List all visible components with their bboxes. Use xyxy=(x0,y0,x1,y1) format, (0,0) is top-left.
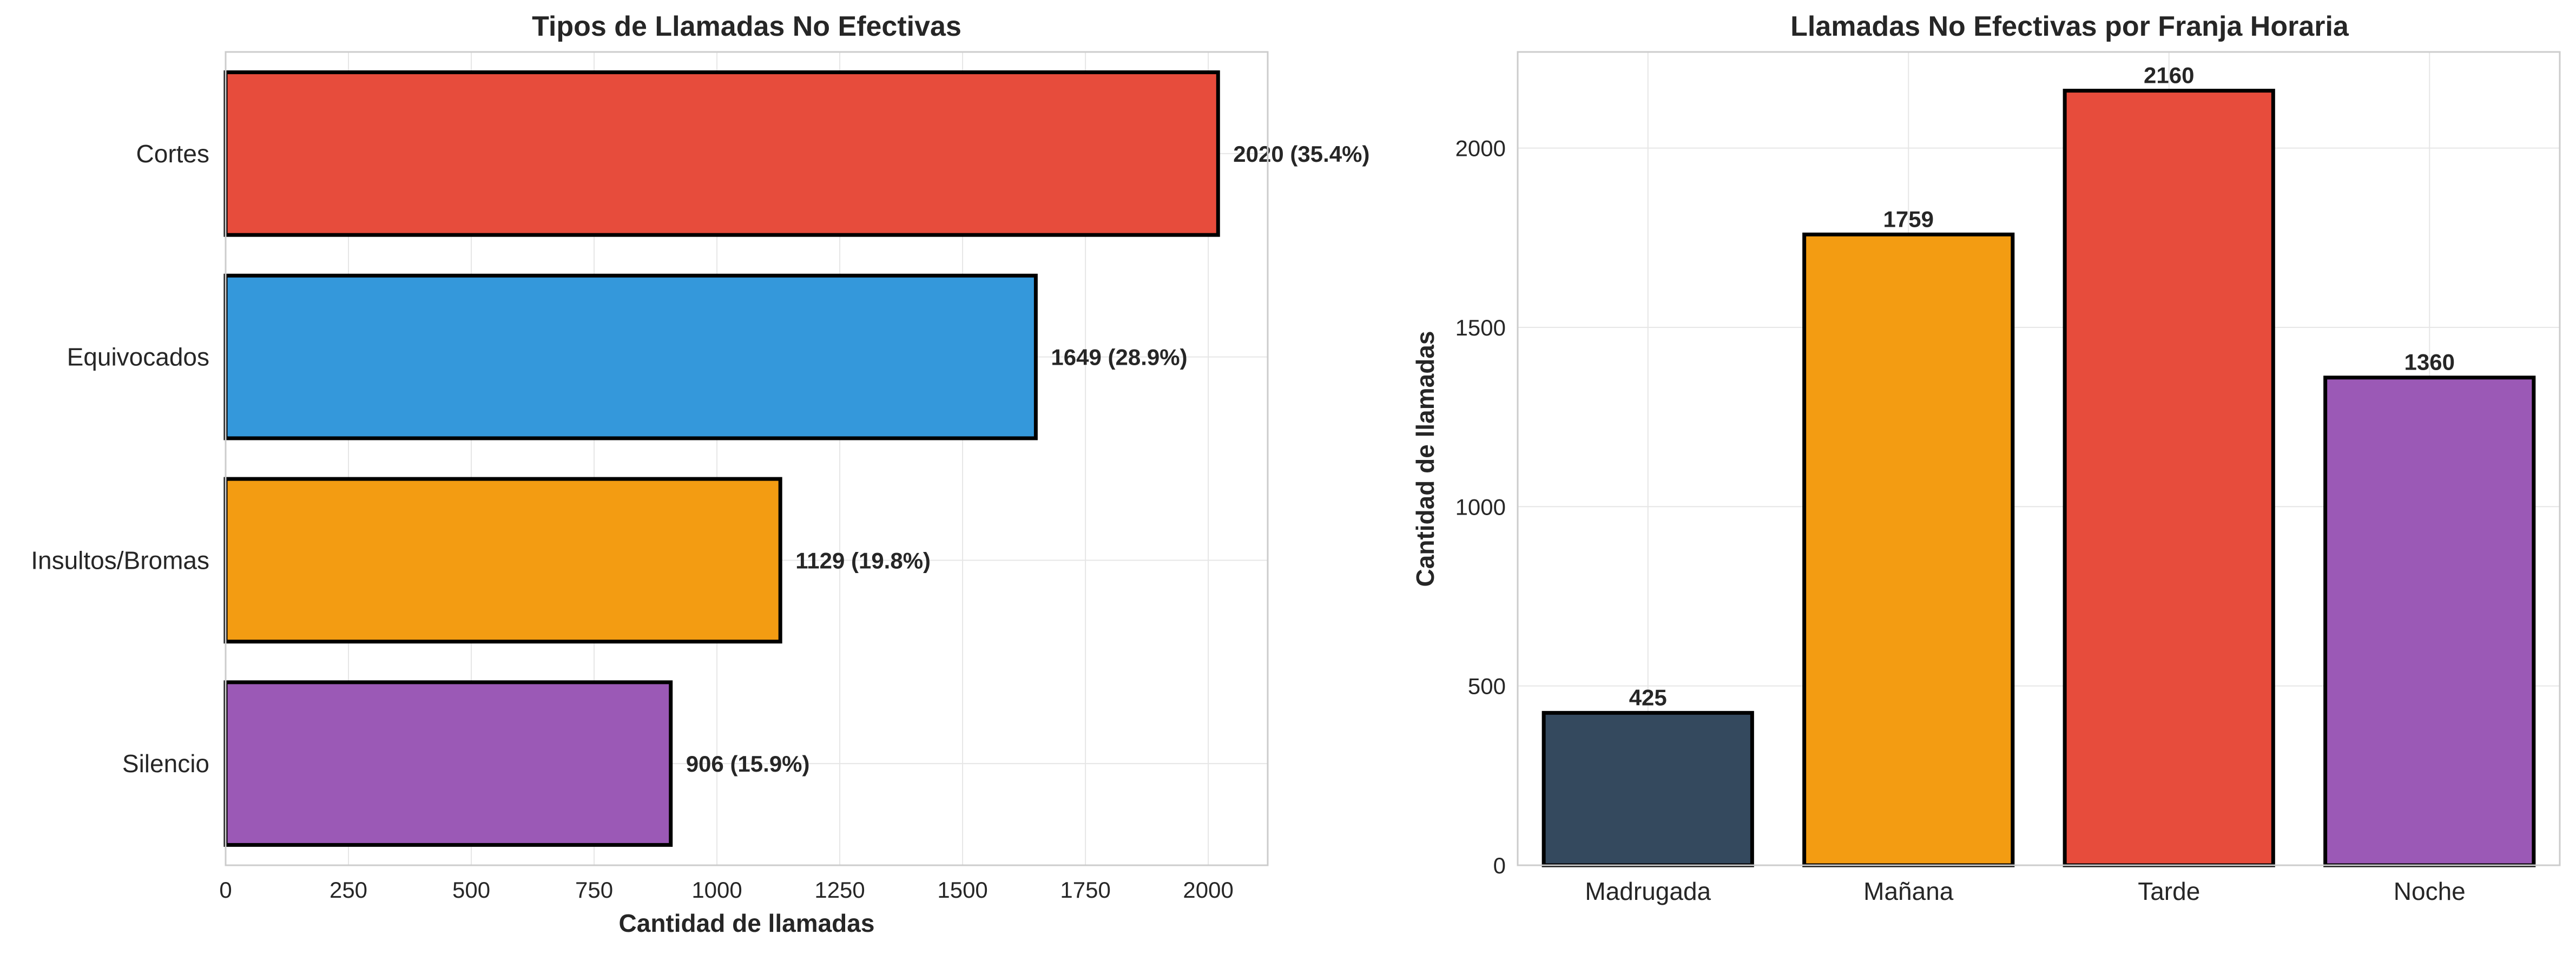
x-axis-label: Cantidad de llamadas xyxy=(619,909,875,937)
bar-cortes xyxy=(223,70,1220,237)
category-labels: Madrugada Mañana Tarde Noche xyxy=(1585,877,2465,905)
y-tick-label: 1000 xyxy=(1455,494,1506,519)
category-labels: Cortes Equivocados Insultos/Bromas Silencio xyxy=(31,140,209,778)
x-tick-label: 1250 xyxy=(814,877,865,903)
x-tick-label: 0 xyxy=(219,877,232,903)
y-axis-label: Cantidad de llamadas xyxy=(1411,331,1439,587)
y-tick-label: 1500 xyxy=(1455,315,1506,340)
category-label: Mañana xyxy=(1863,877,1954,905)
x-tick-labels: 0 250 500 750 1000 1250 1500 1750 2000 xyxy=(219,877,1234,903)
category-label: Madrugada xyxy=(1585,877,1711,905)
bar-equivocados xyxy=(223,273,1038,440)
category-label: Tarde xyxy=(2138,877,2200,905)
x-tick-label: 1500 xyxy=(937,877,987,903)
y-tick-labels: 0 500 1000 1500 2000 xyxy=(1455,136,1506,878)
data-label: 2020 (35.4%) xyxy=(1233,141,1369,167)
y-tick-label: 500 xyxy=(1468,674,1506,699)
data-label: 1129 (19.8%) xyxy=(795,548,931,573)
plot-frame xyxy=(1517,51,2561,866)
x-tick-label: 2000 xyxy=(1183,877,1233,903)
data-label: 2160 xyxy=(2144,63,2194,88)
bar-tarde xyxy=(2063,89,2275,867)
x-tick-label: 500 xyxy=(452,877,490,903)
bar-ma-ana xyxy=(1802,232,2015,867)
data-labels: 425 1759 2160 1360 xyxy=(1629,63,2455,710)
category-label: Noche xyxy=(2394,877,2466,905)
bars xyxy=(223,70,1220,847)
category-label: Insultos/Bromas xyxy=(31,546,209,574)
data-label: 1649 (28.9%) xyxy=(1051,345,1187,370)
bar-madrugada xyxy=(1541,710,1754,867)
bar-insultos-bromas xyxy=(223,477,782,644)
x-tick-label: 750 xyxy=(575,877,613,903)
y-tick-label: 0 xyxy=(1493,853,1506,878)
chart-title: Tipos de Llamadas No Efectivas xyxy=(532,11,961,42)
category-label: Equivocados xyxy=(67,343,209,371)
bar-silencio xyxy=(223,680,673,847)
data-label: 906 (15.9%) xyxy=(686,751,810,777)
data-label: 1360 xyxy=(2404,350,2455,375)
x-tick-label: 1750 xyxy=(1060,877,1110,903)
chart-title: Llamadas No Efectivas por Franja Horaria xyxy=(1790,11,2349,42)
bar-noche xyxy=(2323,376,2536,867)
plot-frame xyxy=(225,51,1269,866)
data-label: 425 xyxy=(1629,685,1667,710)
data-labels: 2020 (35.4%) 1649 (28.9%) 1129 (19.8%) 906 … xyxy=(686,141,1370,777)
call-types-chart: Tipos de Llamadas No Efectivas 2020 (35.… xyxy=(31,11,1369,937)
x-tick-label: 1000 xyxy=(691,877,742,903)
y-tick-label: 2000 xyxy=(1455,136,1506,161)
time-slot-chart: Llamadas No Efectivas por Franja Horaria… xyxy=(1411,11,2561,905)
category-label: Silencio xyxy=(122,749,209,778)
category-label: Cortes xyxy=(136,140,209,168)
data-label: 1759 xyxy=(1883,206,1934,232)
x-tick-label: 250 xyxy=(330,877,367,903)
